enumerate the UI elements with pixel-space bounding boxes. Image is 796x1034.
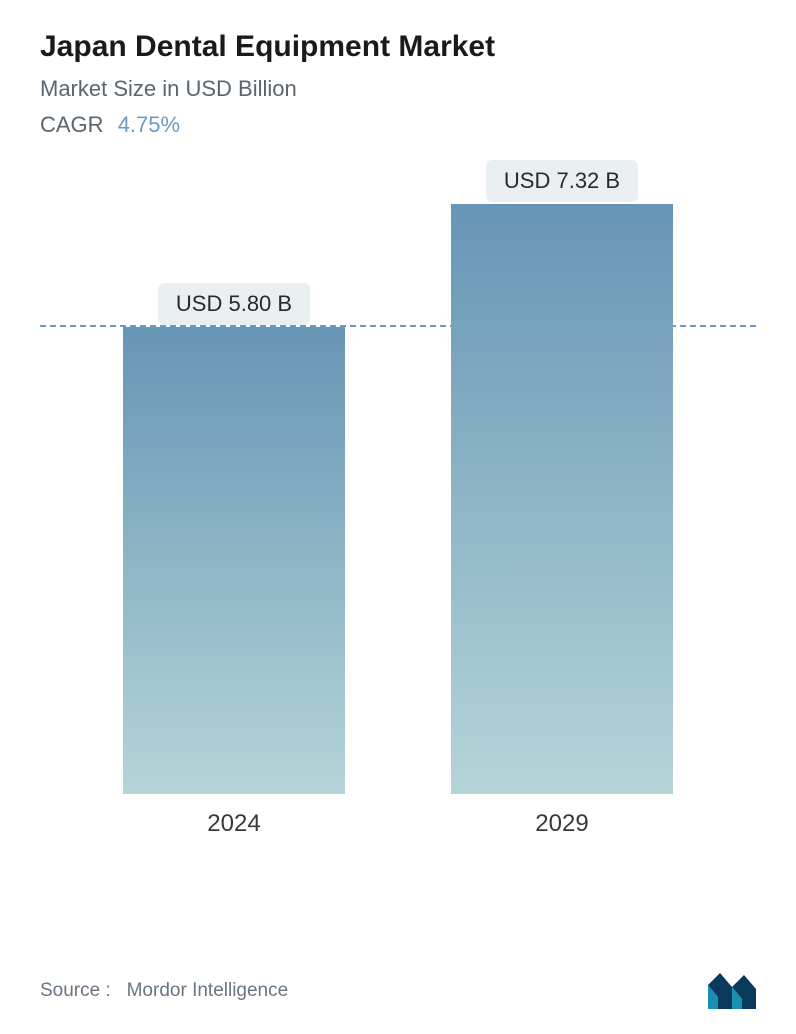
source-name-value: Mordor Intelligence bbox=[127, 980, 289, 1001]
cagr-label: CAGR bbox=[40, 112, 104, 137]
chart-title: Japan Dental Equipment Market bbox=[40, 30, 756, 64]
cagr-value: 4.75% bbox=[118, 112, 180, 137]
value-label: USD 5.80 B bbox=[158, 283, 310, 325]
bar bbox=[123, 327, 345, 794]
bar bbox=[451, 204, 673, 794]
value-label: USD 7.32 B bbox=[486, 160, 638, 202]
chart-subtitle: Market Size in USD Billion bbox=[40, 76, 756, 102]
logo-icon bbox=[708, 973, 756, 1009]
bar-group: USD 5.80 B2024 bbox=[104, 327, 364, 838]
bars-container: USD 5.80 B2024USD 7.32 B2029 bbox=[40, 178, 756, 838]
source-name bbox=[116, 980, 127, 1001]
bar-group: USD 7.32 B2029 bbox=[432, 204, 692, 838]
cagr-row: CAGR 4.75% bbox=[40, 112, 756, 138]
x-axis-label: 2029 bbox=[535, 810, 588, 838]
source-text: Source : Mordor Intelligence bbox=[40, 980, 288, 1002]
x-axis-label: 2024 bbox=[207, 810, 260, 838]
chart-footer: Source : Mordor Intelligence bbox=[40, 973, 756, 1009]
chart-area: USD 5.80 B2024USD 7.32 B2029 bbox=[40, 178, 756, 878]
source-label: Source : bbox=[40, 980, 111, 1001]
